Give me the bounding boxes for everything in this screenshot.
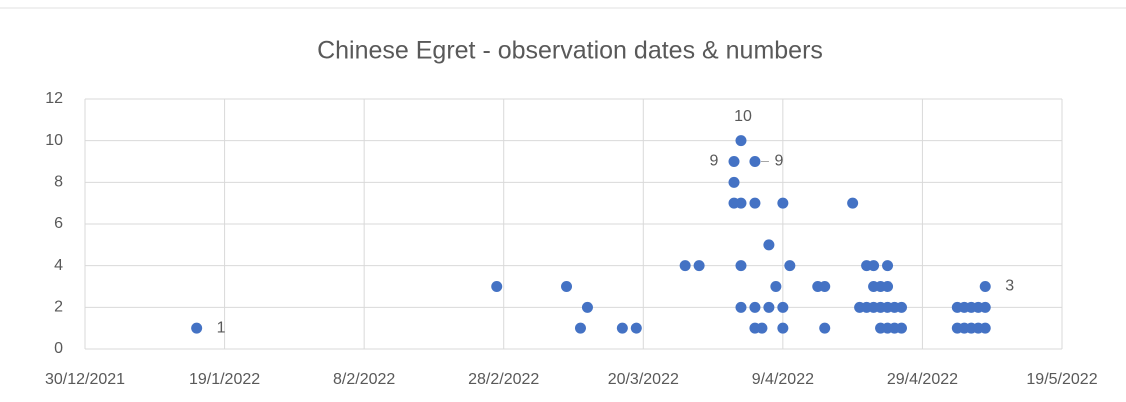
point — [882, 281, 894, 292]
x-tick-label: 19/1/2022 — [189, 371, 260, 388]
point — [561, 281, 573, 292]
point — [777, 322, 789, 334]
y-tick-label: 10 — [45, 132, 63, 149]
point — [979, 322, 991, 334]
point — [868, 260, 880, 272]
point — [574, 322, 586, 334]
y-tick-label: 4 — [54, 257, 63, 274]
data-label: 1 — [217, 319, 226, 336]
point — [491, 281, 503, 292]
data-label: 10 — [734, 108, 752, 125]
x-tick-label: 9/4/2022 — [752, 371, 814, 388]
point — [770, 281, 782, 292]
point — [735, 301, 747, 313]
point — [679, 260, 691, 272]
point — [581, 301, 593, 313]
x-tick-label: 20/3/2022 — [608, 371, 679, 388]
x-tick-label: 30/12/2021 — [45, 371, 125, 388]
x-tick-label: 8/2/2022 — [333, 371, 395, 388]
data-label: 9 — [774, 153, 783, 170]
x-tick-label: 19/5/2022 — [1026, 371, 1097, 388]
point — [735, 135, 747, 147]
point — [728, 156, 740, 167]
point — [895, 322, 907, 334]
point — [763, 239, 775, 251]
data-label: 9 — [710, 153, 719, 170]
point — [693, 260, 705, 272]
point — [756, 322, 768, 334]
point — [777, 301, 789, 313]
point — [784, 260, 796, 272]
x-tick-label: 28/2/2022 — [468, 371, 539, 388]
point — [191, 322, 203, 334]
point — [819, 281, 831, 292]
point — [735, 197, 747, 209]
point — [616, 322, 628, 334]
x-tick-label: 29/4/2022 — [887, 371, 958, 388]
point — [777, 197, 789, 209]
y-tick-label: 8 — [54, 174, 63, 191]
point — [749, 156, 761, 167]
y-tick-label: 0 — [54, 340, 63, 357]
point — [819, 322, 831, 334]
point — [749, 197, 761, 209]
point — [763, 301, 775, 313]
data-label: 3 — [1005, 278, 1014, 295]
point — [630, 322, 642, 334]
y-tick-label: 2 — [54, 299, 63, 316]
point — [979, 281, 991, 292]
point — [882, 260, 894, 272]
chart-title: Chinese Egret - observation dates & numb… — [317, 37, 823, 65]
point — [735, 260, 747, 272]
point — [847, 197, 859, 209]
point — [895, 301, 907, 313]
y-tick-label: 12 — [45, 90, 63, 107]
point — [749, 301, 761, 313]
point — [728, 176, 740, 188]
y-tick-label: 6 — [54, 215, 63, 232]
point — [979, 301, 991, 313]
